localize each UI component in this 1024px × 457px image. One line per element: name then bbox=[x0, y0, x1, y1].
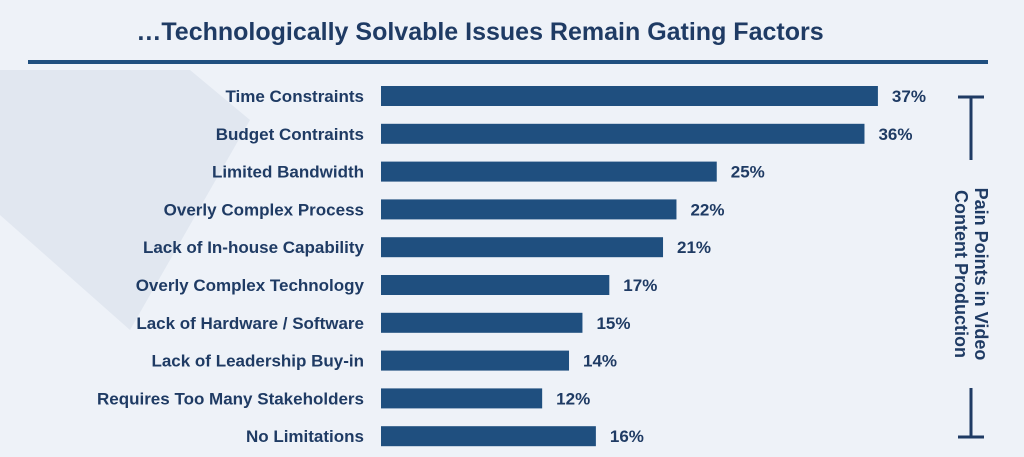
bar bbox=[381, 86, 878, 106]
category-label: Time Constraints bbox=[225, 87, 364, 106]
value-label: 14% bbox=[583, 352, 617, 371]
value-label: 17% bbox=[623, 276, 657, 295]
category-label: No Limitations bbox=[246, 427, 364, 446]
value-label: 22% bbox=[690, 200, 724, 219]
bar bbox=[381, 388, 543, 409]
bar bbox=[381, 161, 717, 182]
bar bbox=[381, 350, 570, 371]
value-label: 15% bbox=[596, 314, 630, 333]
bar bbox=[381, 275, 610, 295]
category-label: Limited Bandwidth bbox=[212, 163, 364, 182]
category-label: Budget Contraints bbox=[216, 125, 364, 144]
value-label: 37% bbox=[892, 87, 926, 106]
value-label: 21% bbox=[677, 238, 711, 257]
bar bbox=[381, 123, 865, 144]
bar bbox=[381, 237, 664, 258]
side-label: Pain Points in Video Content Production bbox=[951, 187, 991, 361]
bar bbox=[381, 199, 677, 220]
bar bbox=[381, 312, 583, 333]
category-label: Lack of In-house Capability bbox=[143, 238, 365, 257]
title-underline bbox=[28, 60, 988, 64]
value-label: 36% bbox=[878, 125, 912, 144]
value-label: 16% bbox=[610, 427, 644, 446]
category-label: Requires Too Many Stakeholders bbox=[97, 389, 364, 408]
category-label: Lack of Leadership Buy-in bbox=[151, 352, 364, 371]
category-label: Overly Complex Process bbox=[164, 200, 364, 219]
category-label: Lack of Hardware / Software bbox=[136, 314, 364, 333]
page-title: …Technologically Solvable Issues Remain … bbox=[136, 18, 824, 46]
side-label-box bbox=[950, 160, 992, 388]
category-label: Overly Complex Technology bbox=[136, 276, 365, 295]
value-label: 25% bbox=[731, 163, 765, 182]
value-label: 12% bbox=[556, 389, 590, 408]
bar bbox=[381, 426, 596, 447]
